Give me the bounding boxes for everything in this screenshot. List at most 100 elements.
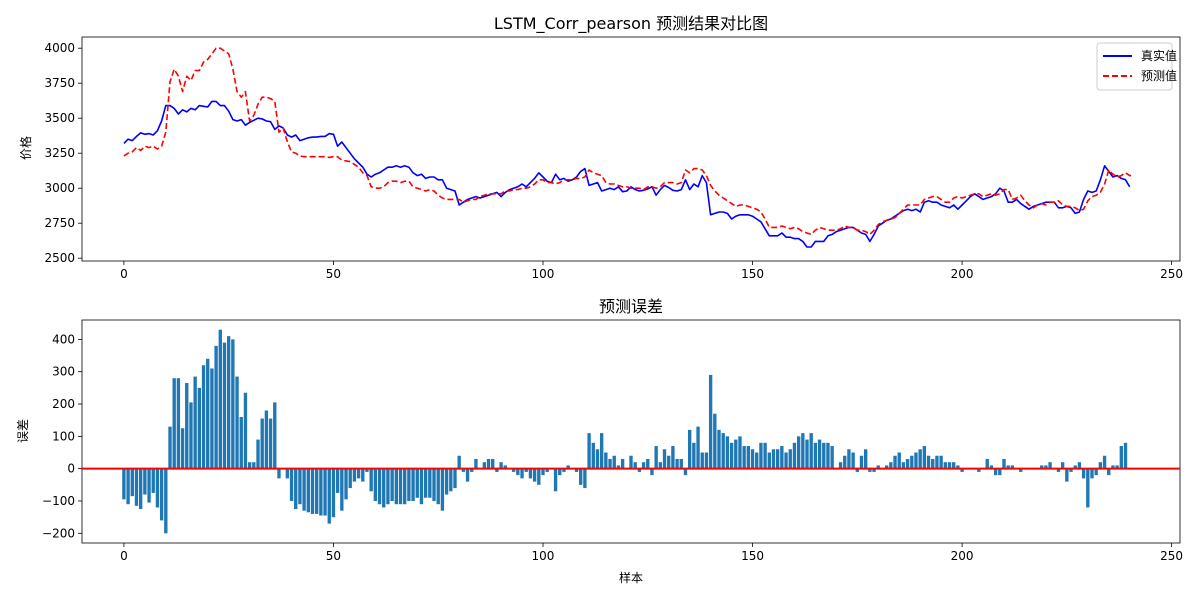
error-bar	[419, 468, 424, 505]
error-bar	[365, 468, 369, 472]
error-bar	[633, 462, 637, 469]
error-bar	[784, 452, 788, 469]
error-bar	[667, 455, 671, 469]
error-bar	[310, 468, 315, 514]
error-bar	[382, 468, 386, 508]
error-bar	[943, 462, 947, 469]
y-tick-label: 3250	[44, 146, 75, 160]
x-tick-label: 250	[1160, 549, 1183, 563]
error-bar	[893, 455, 897, 469]
error-bar	[139, 468, 143, 510]
error-bar	[608, 458, 612, 469]
legend-box	[1096, 42, 1173, 91]
error-bar	[1086, 468, 1090, 508]
error-bar	[1111, 465, 1115, 469]
error-bar	[164, 468, 168, 534]
error-bar	[683, 468, 688, 476]
error-bar	[348, 468, 352, 489]
error-bar	[599, 433, 604, 469]
x-tick-label: 100	[532, 267, 555, 281]
error-bar	[528, 468, 533, 479]
legend-label-predicted: 预测值	[1141, 68, 1177, 83]
error-bar	[227, 336, 231, 469]
error-bar	[147, 468, 151, 503]
error-bar	[780, 446, 784, 469]
error-bar	[1098, 462, 1103, 469]
error-bar	[998, 468, 1002, 476]
error-bar	[704, 452, 709, 469]
error-bar	[407, 468, 411, 501]
error-bar	[776, 449, 780, 469]
error-bar	[826, 442, 830, 469]
error-bar	[465, 468, 470, 482]
error-bar	[851, 452, 855, 469]
error-bar	[315, 468, 319, 514]
error-bar	[583, 468, 587, 489]
error-bar	[503, 465, 507, 469]
error-bar	[122, 468, 126, 500]
error-bar	[1002, 458, 1006, 469]
error-bar	[323, 468, 327, 516]
error-bar	[159, 468, 164, 521]
error-bar	[616, 465, 621, 469]
error-bar	[511, 468, 516, 472]
error-bar	[843, 455, 847, 469]
error-bar	[390, 468, 394, 501]
error-bar	[558, 468, 562, 476]
error-bar	[813, 442, 818, 469]
price-comparison-chart: LSTM_Corr_pearson 预测结果对比图 价格 0 50 100 150 20…	[18, 14, 1183, 281]
x-tick-label: 50	[326, 267, 341, 281]
error-bar	[708, 374, 713, 469]
error-bar	[403, 468, 407, 505]
error-bar	[134, 468, 139, 506]
x-tick-label: 0	[120, 267, 128, 281]
y-tick-label: 2750	[44, 216, 75, 230]
chart-title: 预测误差	[599, 297, 663, 316]
error-bar	[931, 458, 935, 469]
error-bar	[960, 468, 964, 472]
error-bar	[256, 439, 260, 469]
error-bar	[516, 468, 520, 476]
axes-frame	[81, 36, 1181, 262]
error-bar	[247, 462, 252, 469]
error-bar	[243, 392, 248, 469]
x-tick-label: 150	[741, 267, 764, 281]
error-bar	[1081, 468, 1086, 479]
error-bar	[252, 462, 256, 469]
error-bar	[1102, 455, 1107, 469]
x-tick-label: 250	[1160, 267, 1183, 281]
error-bar	[335, 468, 340, 493]
error-bar	[1056, 468, 1061, 472]
error-bar	[340, 468, 344, 511]
y-tick-label: 3500	[44, 111, 75, 125]
error-bar	[725, 436, 730, 469]
error-bar	[1060, 462, 1065, 469]
error-bar	[541, 468, 545, 476]
error-bar	[239, 416, 243, 469]
error-bar	[545, 468, 549, 472]
error-bar	[201, 365, 206, 469]
error-bar	[868, 468, 872, 472]
error-bar	[143, 468, 147, 495]
error-bar	[1019, 468, 1023, 472]
error-bar	[553, 468, 558, 492]
error-bar	[805, 439, 809, 469]
error-bar	[658, 462, 663, 469]
error-bar	[289, 468, 294, 501]
plot-area: 0 50 100 150 200 250 2500 2750 3000 3250 3500 3750 4…	[44, 36, 1183, 281]
error-bar	[331, 468, 336, 518]
error-bar	[646, 458, 650, 469]
error-bar	[491, 458, 495, 469]
error-bar	[822, 442, 826, 469]
error-bar	[922, 446, 927, 469]
error-bar	[319, 468, 323, 516]
error-bar	[1073, 465, 1077, 469]
error-bar	[889, 462, 893, 469]
error-bar	[763, 442, 767, 469]
error-bar	[222, 342, 227, 469]
error-bar	[872, 468, 876, 472]
error-bar	[629, 455, 633, 469]
error-bar	[1119, 446, 1123, 469]
error-bar	[499, 462, 503, 469]
